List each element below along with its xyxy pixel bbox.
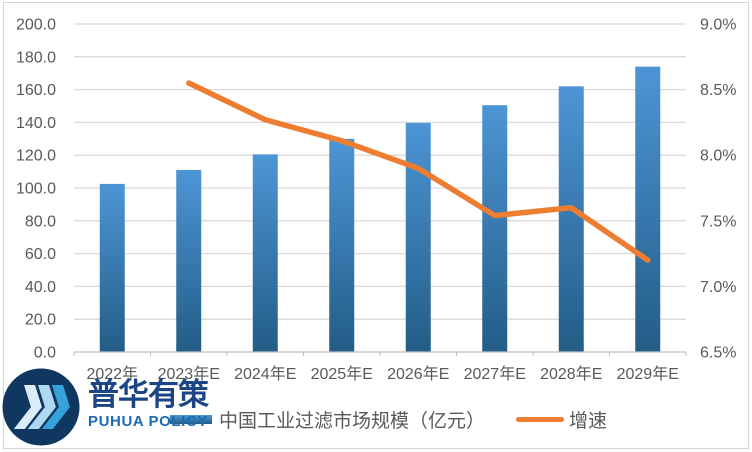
left-axis-tick-label: 80.0 bbox=[25, 213, 56, 230]
right-axis-tick-label: 8.0% bbox=[700, 148, 736, 165]
bar-2022年 bbox=[99, 183, 125, 352]
left-axis-tick-label: 0.0 bbox=[34, 345, 56, 362]
puhua-logo-icon bbox=[2, 368, 80, 446]
left-axis-tick-label: 60.0 bbox=[25, 246, 56, 263]
bar-2024年E bbox=[252, 154, 278, 352]
x-axis-category-label: 2024年E bbox=[234, 365, 296, 383]
x-axis-category-label: 2022年 bbox=[86, 365, 138, 383]
puhua-logo: 普华有策 PUHUA POLICY bbox=[2, 365, 209, 451]
x-axis-category-label: 2029年E bbox=[617, 365, 679, 383]
bar-2023年E bbox=[176, 169, 202, 352]
logo-english-text: PUHUA POLICY bbox=[88, 413, 208, 430]
x-axis-category-label: 2028年E bbox=[540, 365, 602, 383]
left-axis-tick-label: 100.0 bbox=[16, 181, 56, 198]
right-axis-tick-label: 9.0% bbox=[700, 17, 736, 34]
legend-label-growth: 增速 bbox=[569, 410, 608, 432]
x-axis-category-label: 2026年E bbox=[387, 365, 449, 383]
bar-2029年E bbox=[635, 66, 661, 352]
left-axis-tick-label: 180.0 bbox=[16, 49, 56, 66]
bar-series-swatch bbox=[170, 414, 212, 424]
chart-legend: 中国工业过滤市场规模（亿元） 增速 bbox=[170, 404, 607, 434]
legend-item-market-size: 中国工业过滤市场规模（亿元） bbox=[170, 406, 485, 433]
left-axis-tick-label: 200.0 bbox=[16, 17, 56, 34]
right-axis-tick-label: 8.5% bbox=[700, 82, 736, 99]
right-axis-tick-label: 6.5% bbox=[700, 345, 736, 362]
x-axis-category-label: 2025年E bbox=[311, 365, 373, 383]
x-axis-category-label: 2027年E bbox=[464, 365, 526, 383]
left-axis-tick-label: 140.0 bbox=[16, 115, 56, 132]
right-axis-tick-label: 7.5% bbox=[700, 213, 736, 230]
bar-2027年E bbox=[482, 105, 508, 353]
line-series-swatch bbox=[516, 416, 565, 422]
legend-item-growth: 增速 bbox=[516, 406, 607, 433]
legend-label-market-size: 中国工业过滤市场规模（亿元） bbox=[219, 410, 486, 432]
right-axis-tick-label: 7.0% bbox=[700, 279, 736, 296]
left-axis-tick-label: 120.0 bbox=[16, 148, 56, 165]
puhua-logo-text: 普华有策 PUHUA POLICY bbox=[88, 377, 209, 431]
bar-2026年E bbox=[405, 122, 431, 352]
left-axis-tick-label: 160.0 bbox=[16, 82, 56, 99]
bar-2025年E bbox=[329, 138, 355, 352]
left-axis-tick-label: 40.0 bbox=[25, 279, 56, 296]
x-axis-category-label: 2023年E bbox=[158, 365, 220, 383]
left-axis-tick-label: 20.0 bbox=[25, 312, 56, 329]
growth-line bbox=[186, 80, 651, 263]
logo-chinese-text: 普华有策 bbox=[88, 377, 209, 412]
bar-2028年E bbox=[558, 86, 584, 352]
